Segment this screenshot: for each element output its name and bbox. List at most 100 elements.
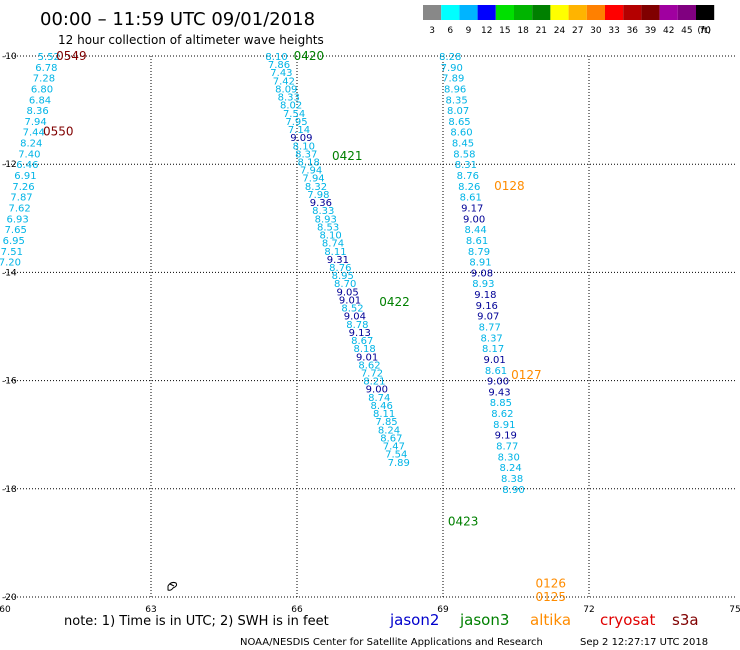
- swh-value: 6.84: [29, 95, 51, 106]
- plot-area: [5, 53, 735, 598]
- swh-value: 7.51: [1, 247, 23, 258]
- swh-value: 9.04: [344, 312, 366, 323]
- legend-swatch: [532, 5, 551, 20]
- color-legend: 3 6 9 12 15 18 21 24 27 30 33 36 39 42 45 70(ft): [423, 5, 715, 36]
- map-subtitle: 12 hour collection of altimeter wave hei…: [58, 33, 324, 47]
- legend-label: 21: [536, 26, 547, 36]
- swh-value: 8.11: [373, 409, 395, 420]
- legend-unit: (ft): [697, 26, 711, 36]
- swh-value: 7.47: [383, 442, 405, 453]
- pass-time: 0422: [379, 295, 410, 309]
- swh-value: 7.44: [23, 128, 45, 139]
- legend-label: 6: [447, 26, 453, 36]
- swh-value: 6.95: [3, 236, 25, 247]
- swh-value: 7.54: [283, 109, 305, 120]
- legend-swatch: [477, 5, 496, 20]
- swh-value: 7.40: [18, 149, 40, 160]
- swh-value: 9.01: [483, 355, 505, 366]
- swh-value: 9.13: [349, 328, 371, 339]
- swh-value: 9.16: [476, 301, 498, 312]
- satellite-s3a: s3a: [672, 611, 699, 629]
- legend-swatch: [568, 5, 587, 20]
- swh-value: 8.85: [490, 398, 512, 409]
- swh-value: 7.85: [375, 417, 397, 428]
- swh-value: 9.01: [339, 295, 361, 306]
- footer-credit: NOAA/NESDIS Center for Satellite Applica…: [240, 637, 543, 648]
- swh-value: 6.91: [14, 171, 36, 182]
- swh-value: 8.07: [447, 106, 469, 117]
- swh-value: 8.67: [380, 433, 402, 444]
- legend-swatch: [495, 5, 514, 20]
- wave-height-observations: 5.526.787.286.806.848.367.947.448.247.40…: [0, 52, 525, 496]
- swh-value: 8.58: [453, 149, 475, 160]
- swh-value: 8.65: [448, 117, 470, 128]
- pass-time: 0421: [332, 149, 363, 163]
- lon-tick-label: 60: [0, 605, 11, 615]
- swh-value: 8.77: [496, 442, 518, 453]
- lon-tick-label: 75: [729, 605, 740, 615]
- swh-value: 7.43: [270, 68, 292, 79]
- legend-label: 30: [590, 26, 602, 36]
- swh-value: 8.45: [452, 139, 474, 150]
- swh-value: 7.98: [307, 190, 329, 201]
- satellite-altika: altika: [530, 611, 571, 629]
- satellite-jason2: jason2: [389, 611, 439, 629]
- swh-value: 8.10: [265, 52, 287, 63]
- pass-time: 0550: [43, 125, 74, 139]
- lon-tick-label: 72: [583, 605, 594, 615]
- satellite-jason3: jason3: [459, 611, 509, 629]
- legend-label: 42: [663, 26, 674, 36]
- legend-swatch: [514, 5, 533, 20]
- legend-swatch: [459, 5, 478, 20]
- swh-value: 7.94: [25, 117, 47, 128]
- swh-value: 8.26: [458, 182, 480, 193]
- legend-swatch: [441, 5, 460, 20]
- legend-label: 45: [681, 26, 692, 36]
- swh-value: 8.93: [315, 214, 337, 225]
- swh-value: 9.01: [356, 352, 378, 363]
- swh-value: 7.89: [442, 74, 464, 85]
- swh-value: 8.37: [295, 149, 317, 160]
- lon-tick-label: 63: [145, 605, 156, 615]
- swh-value: 8.46: [371, 401, 393, 412]
- swh-value: 7.14: [288, 125, 310, 136]
- swh-value: 8.62: [358, 360, 380, 371]
- satellite-key: jason2 jason3 altika cryosat s3a: [389, 611, 699, 629]
- lat-tick-label: -14: [2, 268, 17, 278]
- swh-value: 8.67: [351, 336, 373, 347]
- swh-value: 8.61: [460, 193, 482, 204]
- swh-value: 7.42: [273, 76, 295, 87]
- legend-label: 36: [627, 26, 639, 36]
- pass-time: 0549: [56, 49, 87, 63]
- swh-value: 9.00: [366, 385, 388, 396]
- swh-value: 8.24: [378, 425, 400, 436]
- swh-value: 9.08: [471, 268, 493, 279]
- swh-value: 9.43: [488, 387, 510, 398]
- lat-tick-label: -12: [2, 160, 17, 170]
- swh-value: 6.80: [31, 84, 53, 95]
- legend-swatch: [586, 5, 605, 20]
- swh-value: 8.93: [472, 279, 494, 290]
- swh-value: 8.24: [20, 139, 42, 150]
- swh-value: 8.30: [498, 452, 520, 463]
- swh-value: 8.53: [317, 222, 339, 233]
- swh-value: 7.72: [361, 368, 383, 379]
- legend-label: 12: [481, 26, 492, 36]
- swh-value: 8.31: [455, 160, 477, 171]
- swh-value: 8.90: [502, 485, 524, 496]
- lat-lon-grid: [5, 55, 735, 598]
- swh-value: 8.74: [368, 393, 390, 404]
- swh-value: 9.31: [327, 255, 349, 266]
- swh-value: 6.93: [7, 214, 29, 225]
- legend-label: 18: [517, 26, 529, 36]
- swh-value: 7.86: [268, 60, 290, 71]
- swh-value: 8.35: [445, 95, 467, 106]
- legend-swatch: [659, 5, 678, 20]
- pass-time: 0125: [535, 590, 566, 604]
- swh-value: 7.94: [300, 166, 322, 177]
- swh-value: 7.90: [441, 63, 463, 74]
- swh-value: 8.36: [26, 106, 48, 117]
- swh-value: 8.44: [464, 225, 486, 236]
- lon-tick-label: 69: [437, 605, 449, 615]
- swh-value: 8.11: [324, 247, 346, 258]
